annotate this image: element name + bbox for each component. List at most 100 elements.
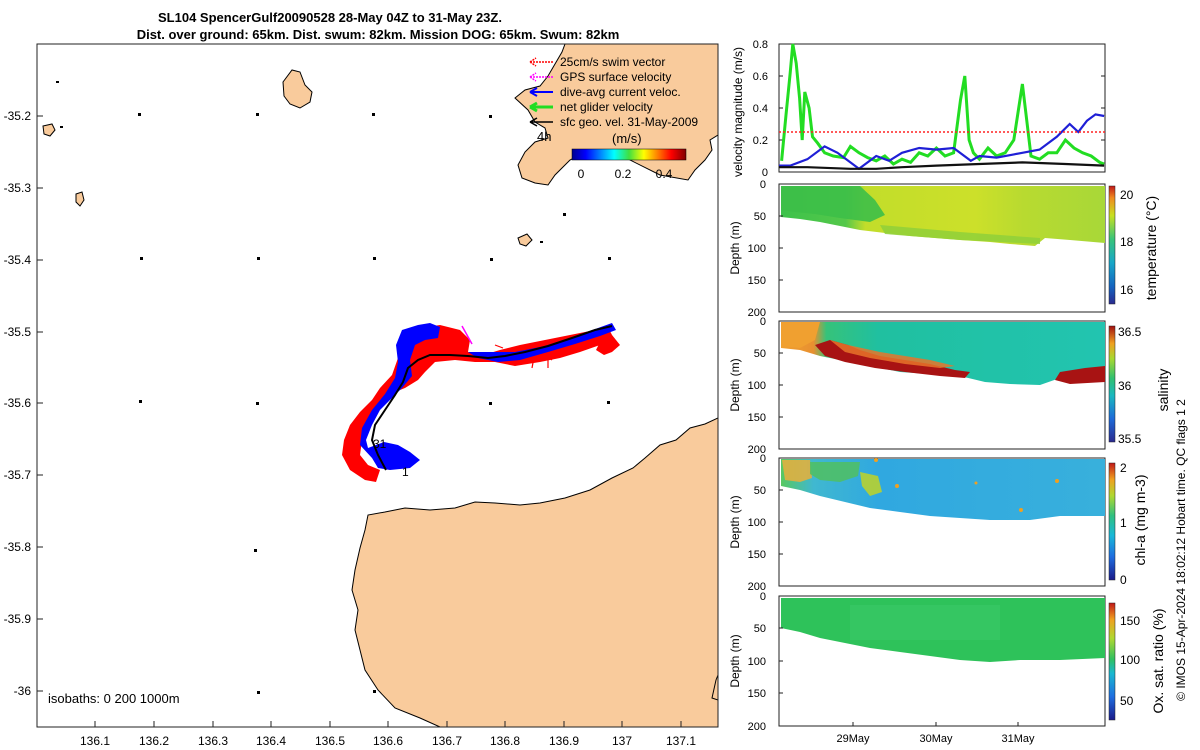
map-y-tick-labels: -35.2 -35.3 -35.4 -35.5 -35.6 -35.7 -35.… bbox=[4, 109, 32, 698]
salinity-colorbar-tick: 35.5 bbox=[1118, 432, 1142, 446]
map-y-tick: -35.9 bbox=[4, 612, 32, 626]
oxygen-colorbar-tick: 100 bbox=[1120, 653, 1140, 667]
salinity-y-tick-labels: 0 50 100 150 200 bbox=[748, 316, 766, 456]
map-y-tick: -35.2 bbox=[4, 109, 32, 123]
salinity-y-tick: 0 bbox=[760, 316, 766, 328]
current-vectors-area bbox=[360, 323, 440, 470]
map-x-tick: 136.3 bbox=[198, 734, 228, 748]
oxygen-y-tick: 150 bbox=[748, 688, 766, 700]
isobaths-label: isobaths: 0 200 1000m bbox=[48, 691, 180, 706]
velocity-series-dive-avg-current-veloc- bbox=[779, 113, 1105, 171]
land-island-5 bbox=[711, 674, 718, 701]
oxygen-colorbar-tick: 150 bbox=[1120, 614, 1140, 628]
salinity-colorbar-label: salinity bbox=[1155, 369, 1171, 412]
chla-ylabel: Depth (m) bbox=[728, 495, 742, 548]
temperature-y-tick: 200 bbox=[748, 307, 766, 319]
oxygen-y-tick: 50 bbox=[754, 623, 766, 635]
oxygen-colorbar-label: Ox. sat. ratio (%) bbox=[1150, 608, 1166, 713]
temperature-y-tick: 50 bbox=[754, 211, 766, 223]
time-axis-labels: 29May 30May 31May bbox=[836, 733, 1035, 745]
oxygen-y-tick: 200 bbox=[748, 721, 766, 733]
chla-panel bbox=[778, 457, 1106, 587]
legend-gps-arrow bbox=[529, 72, 553, 82]
salinity-y-tick: 150 bbox=[748, 412, 766, 424]
chla-high-patch bbox=[782, 460, 812, 482]
land-island-2 bbox=[42, 123, 56, 137]
salinity-orange-edge bbox=[830, 340, 955, 368]
chla-yellow-patch bbox=[860, 472, 882, 496]
figure-title-line1: SL104 SpencerGulf20090528 28-May 04Z to … bbox=[158, 10, 502, 25]
track-label-end: 1 bbox=[402, 465, 409, 479]
chla-y-tick: 200 bbox=[748, 581, 766, 593]
velocity-y-ticks bbox=[779, 43, 1105, 173]
legend-label-current: dive-avg current veloc. bbox=[560, 85, 681, 99]
velocity-y-tick: 0 bbox=[762, 167, 768, 179]
velocity-y-tick-labels: 0 0.2 0.4 0.6 0.8 bbox=[753, 39, 768, 179]
map-frame bbox=[36, 43, 719, 728]
legend-swim-arrow bbox=[529, 57, 553, 67]
chla-y-tick: 0 bbox=[760, 453, 766, 465]
current-vectors-east bbox=[468, 323, 616, 362]
chla-colorbar-tick: 1 bbox=[1120, 516, 1127, 530]
chla-y-tick: 150 bbox=[748, 549, 766, 561]
salinity-colorbar: 36.5 36 35.5 salinity bbox=[1108, 325, 1171, 446]
velocity-series-net-glider-velocity bbox=[780, 43, 1105, 166]
map-y-tick: -35.8 bbox=[4, 540, 32, 554]
map-panel: 31 1 136.1 136.2 136.3 136.4 136.5 136.6… bbox=[4, 43, 719, 748]
salinity-field bbox=[781, 322, 1105, 385]
salinity-y-tick: 100 bbox=[748, 380, 766, 392]
chla-y-tick: 100 bbox=[748, 517, 766, 529]
land-island-3 bbox=[75, 191, 85, 207]
chla-y-tick-labels: 0 50 100 150 200 bbox=[748, 453, 766, 593]
map-x-tick: 136.2 bbox=[139, 734, 169, 748]
velocity-ylabel: velocity magnitude (m/s) bbox=[731, 47, 745, 177]
map-x-tick: 136.4 bbox=[256, 734, 286, 748]
chla-y-tick: 50 bbox=[754, 485, 766, 497]
velocity-panel: 0 0.2 0.4 0.6 0.8 velocity magnitude (m/… bbox=[731, 39, 1106, 179]
map-y-tick: -35.6 bbox=[4, 396, 32, 410]
time-tick: 29May bbox=[836, 733, 870, 745]
temperature-ylabel: Depth (m) bbox=[728, 221, 742, 274]
temperature-colorbar-bar bbox=[1108, 185, 1116, 305]
temperature-y-tick-labels: 0 50 100 150 200 bbox=[748, 179, 766, 319]
temperature-colorbar-tick: 18 bbox=[1120, 235, 1134, 249]
salinity-y-tick: 200 bbox=[748, 444, 766, 456]
map-y-tick: -35.3 bbox=[4, 181, 32, 195]
glider-track bbox=[370, 325, 613, 471]
velocity-y-tick: 0.2 bbox=[753, 135, 768, 147]
salinity-ylabel: Depth (m) bbox=[728, 358, 742, 411]
legend-label-swim: 25cm/s swim vector bbox=[560, 55, 665, 69]
map-x-tick-labels: 136.1 136.2 136.3 136.4 136.5 136.6 136.… bbox=[80, 734, 696, 748]
map-x-tick: 136.9 bbox=[549, 734, 579, 748]
land-island-1 bbox=[282, 69, 313, 109]
time-label: 4h bbox=[537, 129, 551, 144]
imos-credit: © IMOS 15-Apr-2024 18:02:12 Hobart time.… bbox=[1174, 399, 1188, 701]
legend-label-net: net glider velocity bbox=[560, 100, 653, 114]
temperature-y-tick: 100 bbox=[748, 243, 766, 255]
legend-label-geo: sfc geo. vel. 31-May-2009 bbox=[560, 115, 698, 129]
map-y-tick: -35.5 bbox=[4, 325, 32, 339]
map-x-tick: 136.5 bbox=[315, 734, 345, 748]
oxygen-y-tick: 100 bbox=[748, 656, 766, 668]
track-label-start: 31 bbox=[373, 437, 387, 451]
chla-colorbar-tick: 2 bbox=[1120, 461, 1127, 475]
chla-colorbar: 2 1 0 chl-a (mg m-3) bbox=[1108, 461, 1148, 587]
map-colorbar-tick: 0.2 bbox=[615, 167, 632, 181]
map-x-tick: 136.6 bbox=[373, 734, 403, 748]
map-x-tick: 136.1 bbox=[80, 734, 110, 748]
oxygen-ylabel: Depth (m) bbox=[728, 634, 742, 687]
velocity-y-tick: 0.4 bbox=[753, 103, 768, 115]
legend-label-gps: GPS surface velocity bbox=[560, 70, 671, 84]
oxygen-texture bbox=[850, 605, 1000, 640]
temperature-colorbar-label: temperature (°C) bbox=[1143, 196, 1159, 300]
chla-colorbar-bar bbox=[1108, 462, 1116, 581]
oxygen-colorbar-bar bbox=[1108, 602, 1116, 721]
map-legend: 25cm/s swim vector GPS surface velocity … bbox=[529, 55, 698, 181]
map-y-tick: -35.4 bbox=[4, 253, 32, 267]
gps-velocity-vector bbox=[461, 325, 473, 345]
temperature-y-tick: 0 bbox=[760, 179, 766, 191]
temperature-colorbar: 20 18 16 temperature (°C) bbox=[1108, 185, 1159, 305]
salinity-colorbar-tick: 36.5 bbox=[1118, 325, 1142, 339]
map-colorbar-tick: 0.4 bbox=[656, 167, 673, 181]
salinity-y-tick: 50 bbox=[754, 348, 766, 360]
